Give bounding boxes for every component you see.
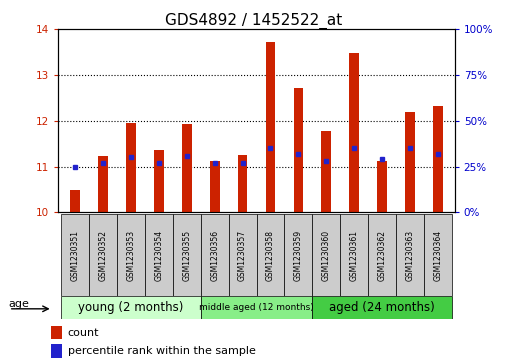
- Text: GSM1230361: GSM1230361: [350, 229, 359, 281]
- Text: GSM1230351: GSM1230351: [71, 229, 80, 281]
- Text: middle aged (12 months): middle aged (12 months): [199, 303, 314, 312]
- Text: GSM1230357: GSM1230357: [238, 229, 247, 281]
- Bar: [182, 125, 192, 212]
- Bar: [424, 214, 452, 296]
- Text: GSM1230353: GSM1230353: [126, 229, 136, 281]
- Bar: [312, 296, 452, 319]
- Text: GSM1230355: GSM1230355: [182, 229, 192, 281]
- Bar: [145, 214, 173, 296]
- Bar: [312, 214, 340, 296]
- Bar: [98, 156, 108, 212]
- Text: GSM1230352: GSM1230352: [99, 229, 108, 281]
- Text: age: age: [9, 299, 29, 309]
- Text: GSM1230356: GSM1230356: [210, 229, 219, 281]
- Bar: [340, 214, 368, 296]
- Text: GSM1230364: GSM1230364: [433, 229, 442, 281]
- Text: GDS4892 / 1452522_at: GDS4892 / 1452522_at: [166, 13, 342, 29]
- Text: GSM1230362: GSM1230362: [377, 229, 387, 281]
- Text: GSM1230354: GSM1230354: [154, 229, 164, 281]
- Text: aged (24 months): aged (24 months): [329, 301, 435, 314]
- Bar: [229, 214, 257, 296]
- Bar: [201, 214, 229, 296]
- Bar: [154, 151, 164, 212]
- Text: GSM1230363: GSM1230363: [405, 229, 415, 281]
- Bar: [350, 53, 359, 212]
- Bar: [51, 344, 62, 358]
- Bar: [70, 190, 80, 212]
- Bar: [61, 296, 201, 319]
- Text: GSM1230359: GSM1230359: [294, 229, 303, 281]
- Bar: [61, 214, 89, 296]
- Bar: [377, 161, 387, 212]
- Bar: [368, 214, 396, 296]
- Bar: [322, 131, 331, 212]
- Text: percentile rank within the sample: percentile rank within the sample: [68, 346, 256, 356]
- Bar: [405, 113, 415, 212]
- Text: young (2 months): young (2 months): [78, 301, 184, 314]
- Bar: [238, 155, 247, 212]
- Bar: [257, 214, 284, 296]
- Bar: [396, 214, 424, 296]
- Bar: [294, 88, 303, 212]
- Bar: [266, 42, 275, 212]
- Text: GSM1230360: GSM1230360: [322, 229, 331, 281]
- Bar: [126, 123, 136, 212]
- Text: count: count: [68, 327, 99, 338]
- Bar: [117, 214, 145, 296]
- Bar: [433, 106, 443, 212]
- Bar: [210, 161, 219, 212]
- Bar: [201, 296, 312, 319]
- Bar: [89, 214, 117, 296]
- Bar: [284, 214, 312, 296]
- Bar: [51, 326, 62, 339]
- Bar: [173, 214, 201, 296]
- Text: GSM1230358: GSM1230358: [266, 229, 275, 281]
